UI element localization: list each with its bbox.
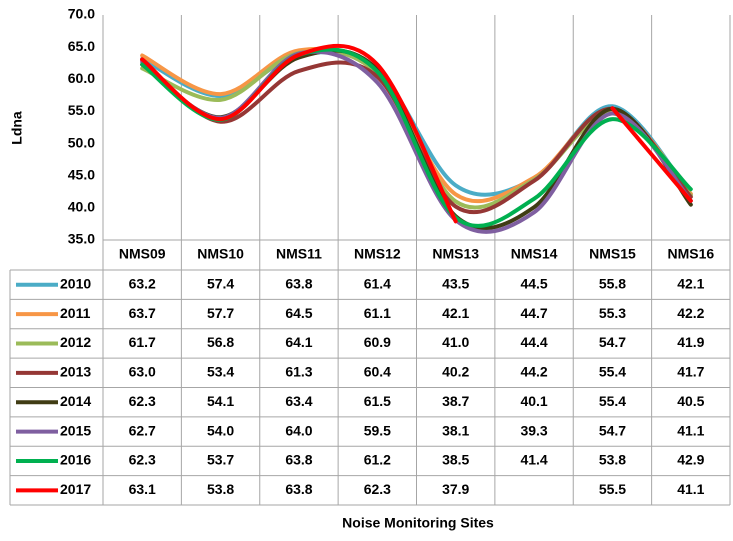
table-value: 63.8 [285,452,312,468]
table-value: 38.5 [442,452,469,468]
x-tick-label: NMS11 [276,246,322,262]
table-value: 57.4 [207,275,234,291]
table-value: 53.8 [207,481,234,497]
table-value: 53.4 [207,364,234,380]
legend-label: 2014 [60,393,91,409]
table-value: 62.3 [364,481,391,497]
table-value: 63.2 [129,275,156,291]
table-value: 41.0 [442,334,469,350]
table-value: 57.7 [207,305,234,321]
x-tick-label: NMS14 [511,246,558,262]
table-value: 64.1 [285,334,312,350]
x-tick-label: NMS10 [197,246,244,262]
legend-label: 2016 [60,452,91,468]
chart: Ldna Noise Monitoring Sites 35.0 40.0 45.0… [0,0,733,541]
x-axis-label: Noise Monitoring Sites [342,515,494,531]
table-value: 54.0 [207,422,234,438]
y-tick-label: 55.0 [68,102,95,118]
table-value: 61.4 [364,275,391,291]
table-value: 63.0 [129,364,156,380]
legend-label: 2010 [60,275,91,291]
table-value: 55.8 [599,275,626,291]
table-value: 42.9 [677,452,704,468]
table-value: 42.2 [677,305,704,321]
table-value: 40.1 [520,393,547,409]
table-value: 44.7 [520,305,547,321]
table-value: 55.3 [599,305,626,321]
table-value: 37.9 [442,481,469,497]
y-axis-label: Ldna [9,111,25,145]
y-tick-label: 50.0 [68,134,95,150]
table-value: 42.1 [442,305,469,321]
x-tick-label: NMS15 [589,246,636,262]
table-value: 41.1 [677,422,704,438]
table-value: 40.2 [442,364,469,380]
table-value: 64.5 [285,305,312,321]
legend-label: 2011 [60,305,91,321]
x-tick-label: NMS09 [119,246,166,262]
table-value: 61.3 [285,364,312,380]
table-value: 63.4 [285,393,312,409]
y-tick-label: 35.0 [68,231,95,247]
table-value: 63.8 [285,481,312,497]
table-value: 41.1 [677,481,704,497]
table-value: 62.3 [129,452,156,468]
table-value: 42.1 [677,275,704,291]
table-value: 61.1 [364,305,391,321]
table-value: 41.4 [520,452,547,468]
table-value: 60.9 [364,334,391,350]
table-value: 41.9 [677,334,704,350]
y-tick-label: 65.0 [68,38,95,54]
table-value: 54.1 [207,393,234,409]
table-value: 55.4 [599,393,626,409]
table-value: 63.7 [129,305,156,321]
page: {"chart_data": {"type": "line", "y_label… [0,0,733,541]
legend-label: 2015 [60,422,91,438]
table-value: 64.0 [285,422,312,438]
table-value: 62.7 [129,422,156,438]
legend-label: 2017 [60,481,91,497]
table-value: 39.3 [520,422,547,438]
table-value: 61.2 [364,452,391,468]
table-value: 43.5 [442,275,469,291]
table-value: 44.4 [520,334,547,350]
x-tick-label: NMS12 [354,246,401,262]
table-value: 60.4 [364,364,391,380]
table-value: 41.7 [677,364,704,380]
x-tick-label: NMS16 [667,246,714,262]
y-tick-label: 45.0 [68,166,95,182]
table-value: 44.2 [520,364,547,380]
table-value: 38.1 [442,422,469,438]
table-value: 63.8 [285,275,312,291]
table-value: 40.5 [677,393,704,409]
table-value: 56.8 [207,334,234,350]
y-tick-label: 70.0 [68,6,95,22]
table-value: 38.7 [442,393,469,409]
table-value: 61.7 [129,334,156,350]
table-value: 55.5 [599,481,626,497]
y-tick-label: 60.0 [68,70,95,86]
x-tick-label: NMS13 [432,246,479,262]
table-value: 53.8 [599,452,626,468]
table-value: 63.1 [129,481,156,497]
legend-label: 2013 [60,364,91,380]
table-value: 62.3 [129,393,156,409]
table-value: 54.7 [599,334,626,350]
table-value: 44.5 [520,275,547,291]
table-value: 54.7 [599,422,626,438]
table-value: 53.7 [207,452,234,468]
table-value: 55.4 [599,364,626,380]
table-value: 61.5 [364,393,391,409]
y-tick-label: 40.0 [68,199,95,215]
table-value: 59.5 [364,422,391,438]
legend-label: 2012 [60,334,91,350]
